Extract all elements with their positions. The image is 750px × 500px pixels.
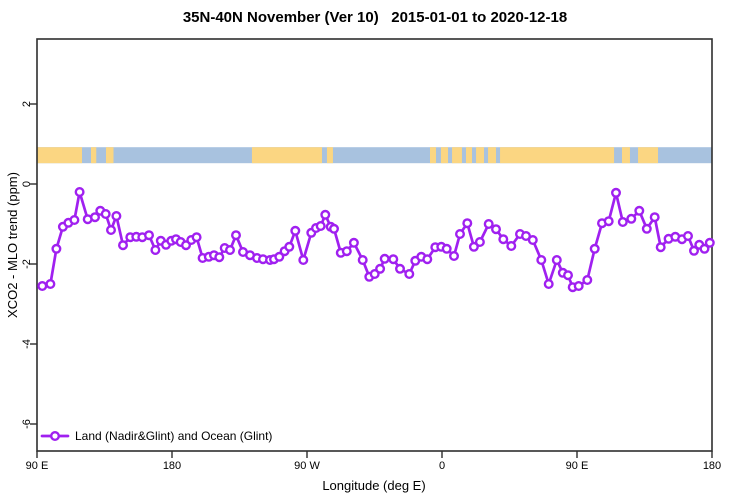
data-point — [422, 254, 433, 265]
x-axis-label: Longitude (deg E) — [322, 478, 425, 493]
x-tick-label: 180 — [703, 460, 721, 472]
data-point — [498, 234, 509, 245]
data-point — [105, 224, 116, 235]
data-point — [506, 240, 517, 251]
land-segment — [430, 147, 436, 164]
x-tick-label: 180 — [163, 460, 181, 472]
legend-label: Land (Nadir&Glint) and Ocean (Glint) — [75, 429, 272, 443]
data-point — [274, 251, 285, 262]
x-tick-label: 0 — [439, 460, 445, 472]
data-point — [582, 275, 593, 286]
data-point — [284, 241, 295, 252]
data-point — [563, 270, 574, 281]
data-point — [348, 237, 359, 248]
y-tick-label: 2 — [21, 101, 33, 107]
y-tick-label: -2 — [21, 259, 33, 269]
data-point — [634, 205, 645, 216]
land-segment — [622, 147, 630, 164]
data-point — [689, 245, 700, 256]
data-point — [441, 243, 452, 254]
data-point — [468, 241, 479, 252]
data-point — [589, 243, 600, 254]
land-segment — [37, 147, 82, 164]
x-tick-label: 90 E — [26, 460, 49, 472]
land-segment — [440, 147, 448, 164]
data-point — [483, 218, 494, 229]
data-point — [603, 216, 614, 227]
data-point — [298, 255, 309, 266]
data-point — [404, 269, 415, 280]
land-segment — [106, 147, 114, 164]
data-point — [375, 263, 386, 274]
y-tick-label: -6 — [21, 419, 33, 429]
chart-title: 35N-40N November (Ver 10) 2015-01-01 to … — [182, 9, 568, 26]
y-axis-label: XCO2 - MLO trend (ppm) — [5, 172, 20, 318]
data-point — [150, 244, 161, 255]
data-point — [74, 186, 85, 197]
data-point — [455, 228, 466, 239]
data-point — [683, 230, 694, 241]
land-segment — [488, 147, 496, 164]
data-point — [290, 225, 301, 236]
data-series-line — [40, 190, 712, 289]
land-segment — [466, 147, 472, 164]
data-point — [89, 212, 100, 223]
data-point — [699, 243, 710, 254]
data-point — [611, 187, 622, 198]
data-point — [474, 236, 485, 247]
data-point — [230, 230, 241, 241]
land-segment — [452, 147, 462, 164]
data-point — [45, 279, 56, 290]
data-point — [462, 218, 473, 229]
x-tick-label: 90 E — [566, 460, 589, 472]
land-segment — [91, 147, 97, 164]
y-tick-label: 0 — [21, 181, 33, 187]
data-point — [551, 255, 562, 266]
data-point — [341, 246, 352, 257]
data-point — [357, 255, 368, 266]
land-segment — [326, 147, 333, 164]
data-point — [51, 243, 62, 254]
plot-border — [36, 38, 713, 452]
data-point — [117, 240, 128, 251]
data-point — [536, 255, 547, 266]
data-point — [315, 220, 326, 231]
data-point — [649, 212, 660, 223]
data-point — [543, 279, 554, 290]
data-point — [395, 263, 406, 274]
data-point — [641, 223, 652, 234]
data-point — [143, 230, 154, 241]
data-point — [626, 213, 637, 224]
data-point — [449, 250, 460, 261]
data-point — [37, 281, 48, 292]
land-segment — [500, 147, 615, 164]
data-point — [704, 237, 715, 248]
data-point — [379, 253, 390, 264]
data-point — [100, 208, 111, 219]
data-point — [214, 252, 225, 263]
legend-marker-icon — [50, 431, 61, 442]
data-point — [527, 234, 538, 245]
legend: Land (Nadir&Glint) and Ocean (Glint) — [40, 429, 272, 443]
data-point — [388, 254, 399, 265]
data-point — [191, 232, 202, 243]
data-point — [320, 209, 331, 220]
data-point — [111, 210, 122, 221]
data-point — [69, 214, 80, 225]
y-tick-label: -4 — [21, 339, 33, 349]
data-point — [491, 224, 502, 235]
data-point — [329, 223, 340, 234]
data-point — [655, 242, 666, 253]
land-segment — [476, 147, 484, 164]
data-point — [617, 216, 628, 227]
data-point — [573, 281, 584, 292]
data-point — [224, 244, 235, 255]
land-segment — [638, 147, 658, 164]
x-tick-label: 90 W — [294, 460, 320, 472]
land-segment — [251, 147, 322, 164]
